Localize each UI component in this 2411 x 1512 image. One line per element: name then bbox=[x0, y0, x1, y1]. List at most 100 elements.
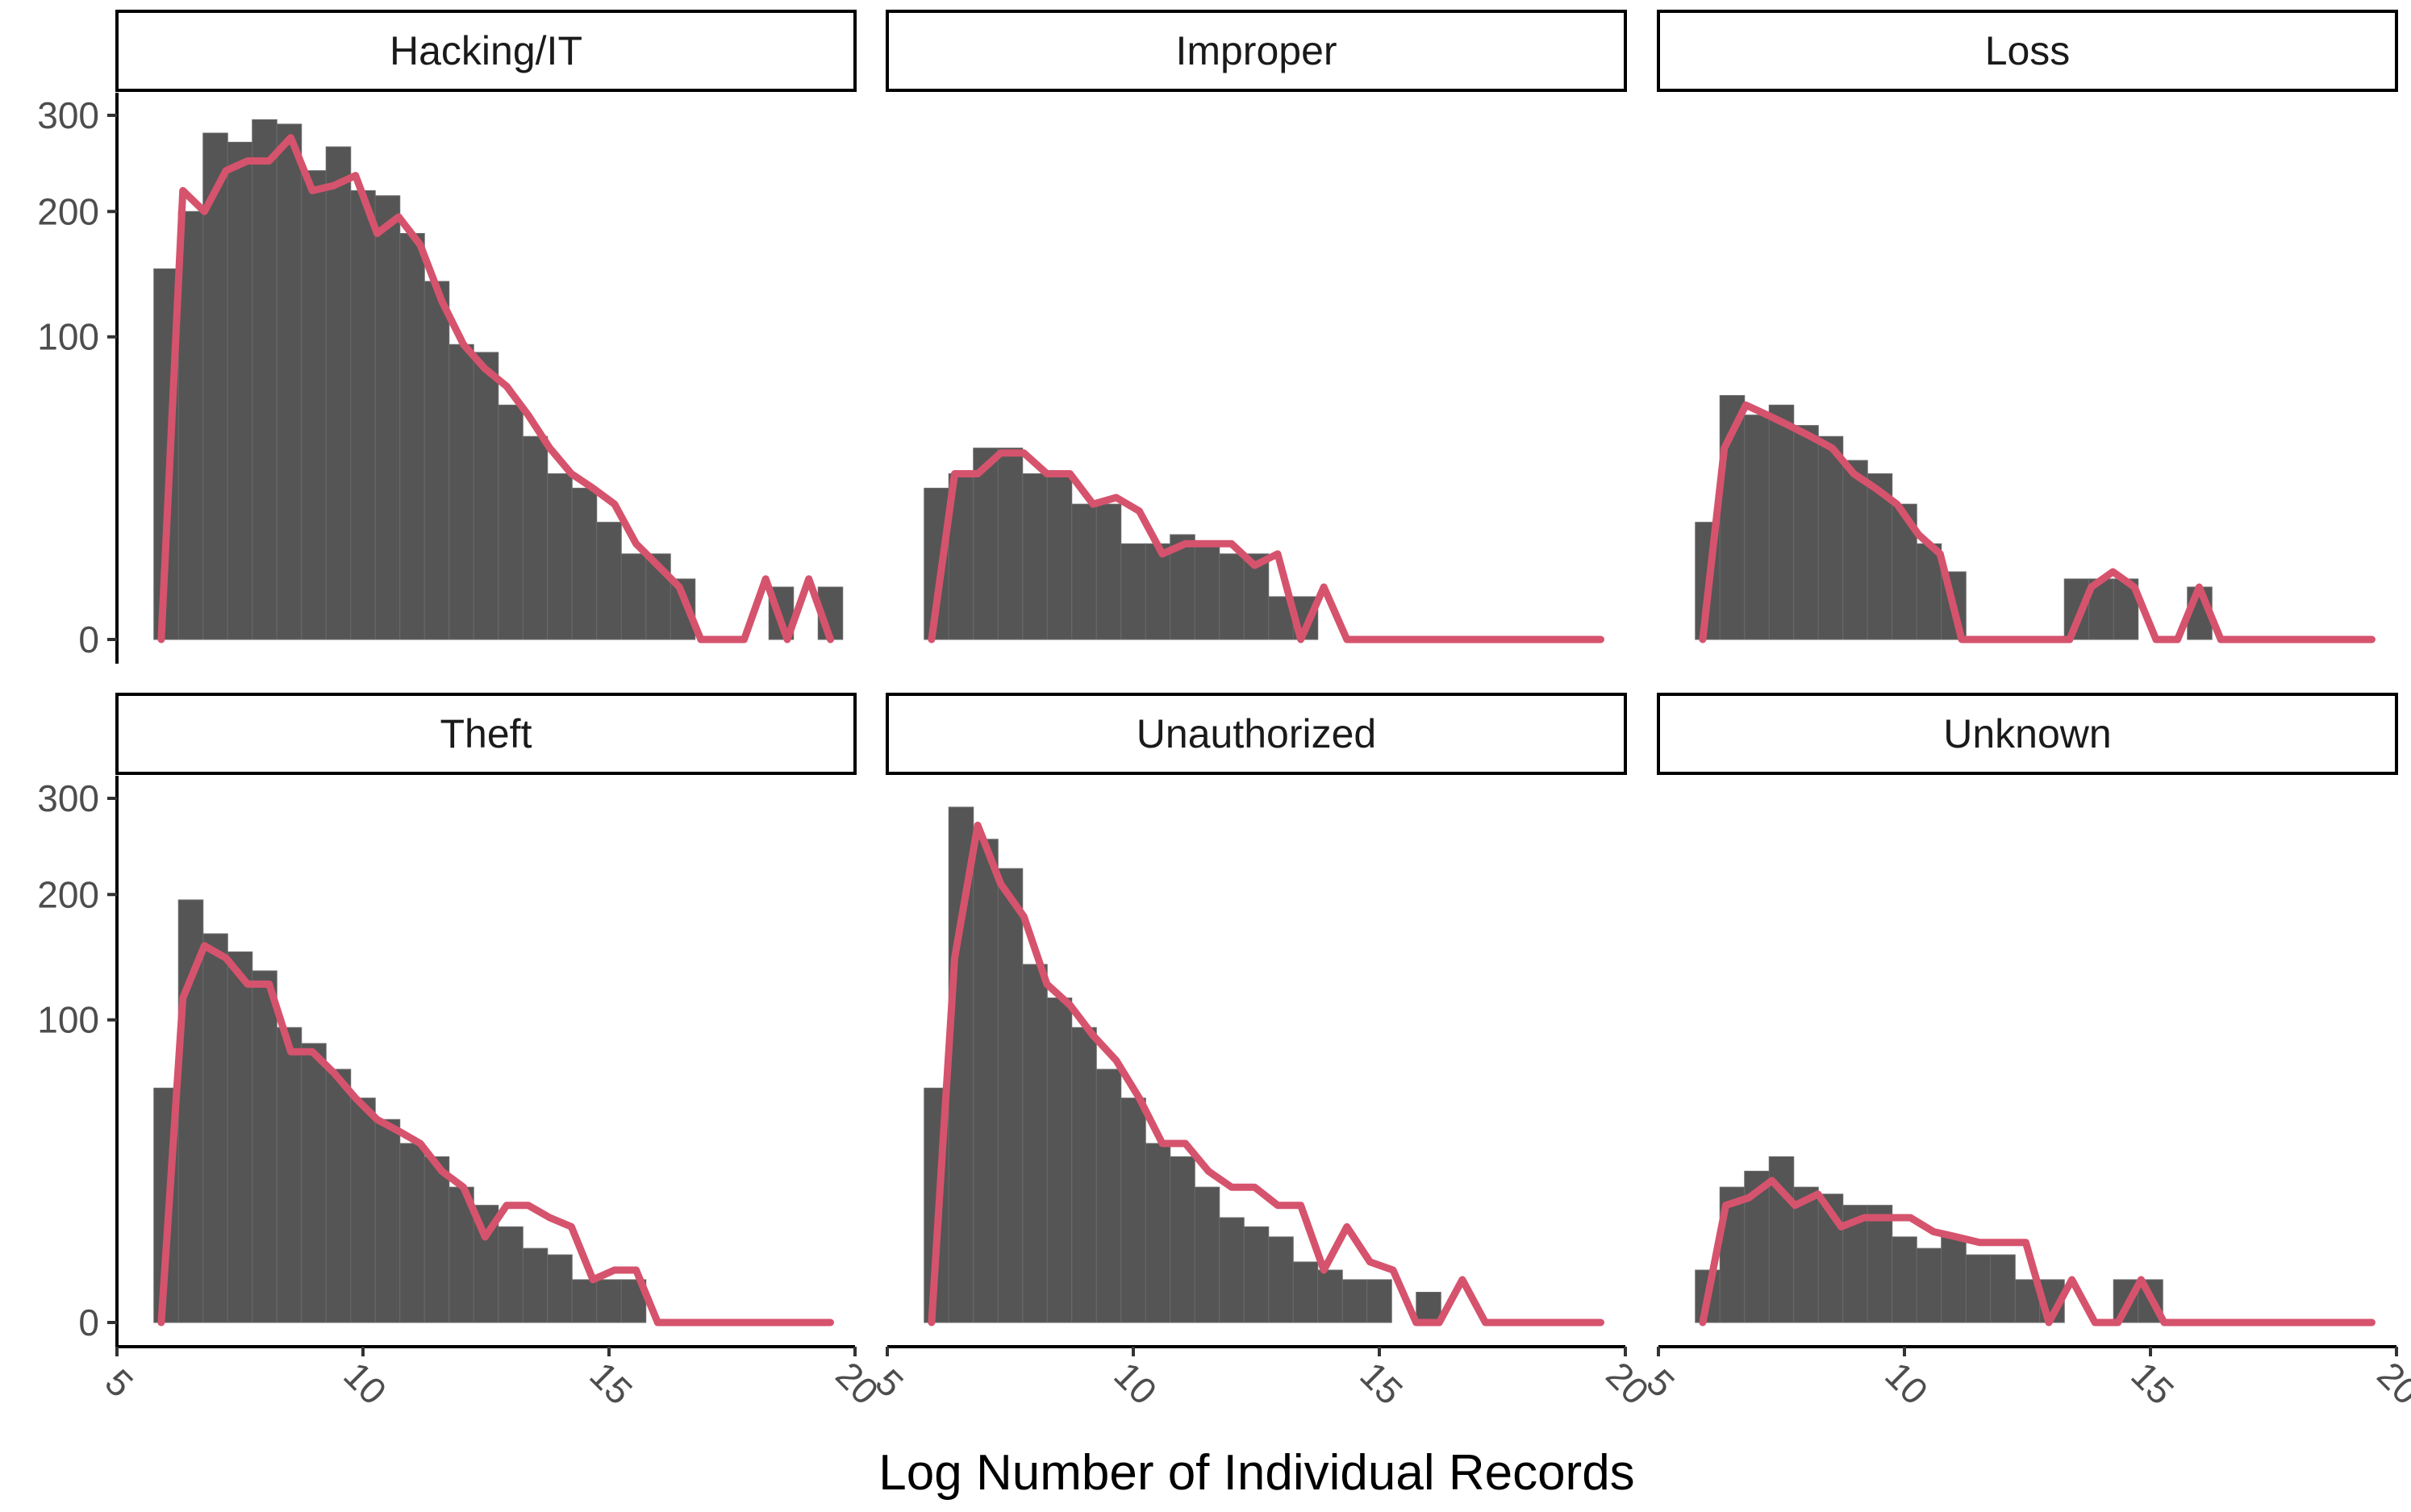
frequency-line bbox=[1699, 401, 2376, 644]
facet-strip bbox=[886, 10, 1627, 92]
histogram-bar bbox=[1793, 425, 1819, 640]
histogram-bar bbox=[498, 404, 523, 640]
facet-strip bbox=[1657, 10, 2398, 92]
histogram-bar bbox=[1022, 473, 1048, 640]
histogram-bar bbox=[620, 553, 647, 640]
histogram-bars bbox=[924, 448, 1319, 640]
frequency-line bbox=[928, 821, 1604, 1327]
histogram-bar bbox=[547, 1254, 573, 1323]
histogram-bar bbox=[973, 448, 999, 640]
histogram-bar bbox=[325, 146, 352, 640]
facet-panels: Hacking/IT Improper Loss Theft Unauthorized U… bbox=[115, 10, 2398, 1327]
histogram-bar bbox=[1046, 473, 1073, 640]
histogram-bar bbox=[1744, 414, 1770, 640]
y-tick-label: 200 bbox=[37, 873, 99, 915]
histogram-bar bbox=[448, 344, 474, 640]
histogram-bar bbox=[1219, 553, 1245, 640]
x-tick-label: 10 bbox=[336, 1354, 394, 1413]
y-tick-label: 0 bbox=[78, 1302, 99, 1343]
facet-panel-improper: Improper bbox=[886, 10, 1627, 644]
histogram-bar bbox=[1892, 1236, 1917, 1323]
histogram-bar bbox=[1243, 1226, 1270, 1323]
histogram-bar bbox=[276, 1027, 302, 1323]
histogram-bar bbox=[1095, 503, 1122, 640]
histogram-bar bbox=[1194, 1186, 1220, 1323]
histogram-bar bbox=[399, 1143, 425, 1323]
histogram-bar bbox=[1194, 543, 1220, 640]
histogram-bar bbox=[1120, 1098, 1146, 1323]
y-tick-label: 200 bbox=[37, 190, 99, 232]
histogram-bar bbox=[227, 951, 253, 1323]
histogram-bar bbox=[252, 119, 277, 640]
histogram-bar bbox=[498, 1226, 523, 1323]
x-tick-label: 15 bbox=[1352, 1354, 1411, 1413]
histogram-bar bbox=[1219, 1217, 1245, 1323]
facet-strip-label: Hacking/IT bbox=[390, 28, 582, 73]
x-tick-label: 5 bbox=[97, 1361, 141, 1406]
histogram-bar bbox=[1916, 1248, 1942, 1323]
histogram-bar bbox=[1842, 460, 1868, 640]
facet-panel-unauthorized: Unauthorized bbox=[886, 693, 1627, 1327]
histogram-bar bbox=[301, 170, 327, 640]
histogram-bar bbox=[374, 1118, 401, 1323]
frequency-line bbox=[1699, 1177, 2376, 1327]
y-tick-label: 300 bbox=[37, 94, 99, 136]
frequency-line bbox=[157, 134, 834, 644]
x-tick-label: 10 bbox=[1106, 1354, 1165, 1413]
facet-panel-loss: Loss bbox=[1657, 10, 2398, 644]
facet-panel-unknown: Unknown bbox=[1657, 693, 2398, 1327]
histogram-bar bbox=[571, 1279, 598, 1323]
facet-strip-label: Unauthorized bbox=[1137, 711, 1376, 756]
histogram-bar bbox=[350, 1098, 376, 1323]
x-tick-label: 10 bbox=[1877, 1354, 1936, 1413]
histogram-bar bbox=[1170, 1156, 1195, 1323]
facet-strip-label: Loss bbox=[1985, 28, 2071, 73]
histogram-bar bbox=[1941, 1236, 1967, 1323]
histogram-bar bbox=[1793, 1186, 1819, 1323]
histogram-bar bbox=[177, 210, 204, 640]
histogram-bar bbox=[1022, 964, 1048, 1323]
histogram-bar bbox=[374, 195, 401, 640]
histogram-bar bbox=[1817, 435, 1844, 640]
x-tick-label: 5 bbox=[1638, 1361, 1683, 1406]
histogram-bar bbox=[473, 352, 499, 640]
histogram-bar bbox=[1292, 1261, 1319, 1323]
y-tick-label: 0 bbox=[78, 619, 99, 660]
histogram-bar bbox=[1095, 1068, 1122, 1323]
histogram-bar bbox=[1145, 543, 1171, 640]
histogram-bar bbox=[423, 281, 450, 640]
facet-strip bbox=[886, 693, 1627, 775]
facet-strip bbox=[1657, 693, 2398, 775]
facet-panel-hacking-it: Hacking/IT bbox=[115, 10, 857, 644]
facet-strip bbox=[115, 10, 857, 92]
histogram-bar bbox=[596, 522, 622, 640]
x-tick-label: 15 bbox=[582, 1354, 640, 1413]
histogram-bar bbox=[997, 868, 1024, 1323]
histogram-bar bbox=[571, 487, 598, 640]
histogram-bar bbox=[1120, 543, 1146, 640]
histogram-bar bbox=[1366, 1279, 1392, 1323]
histogram-bars bbox=[153, 119, 844, 640]
histogram-bar bbox=[1317, 1269, 1343, 1323]
histogram-bar bbox=[227, 141, 253, 640]
histogram-bar bbox=[1071, 1027, 1097, 1323]
histogram-bar bbox=[1268, 1236, 1294, 1323]
histogram-bar bbox=[301, 1043, 327, 1323]
histogram-bar bbox=[973, 839, 999, 1323]
x-tick-label: 15 bbox=[2123, 1354, 2182, 1413]
histogram-bars bbox=[1695, 394, 2213, 640]
x-axis-title: Log Number of Individual Records bbox=[878, 1445, 1634, 1501]
histogram-bar bbox=[1071, 503, 1097, 640]
histogram-bar bbox=[350, 190, 376, 640]
histogram-bar bbox=[423, 1156, 450, 1323]
histogram-bar bbox=[596, 1279, 622, 1323]
histogram-bar bbox=[1916, 543, 1942, 640]
histogram-bar bbox=[1965, 1254, 1992, 1323]
histogram-bar bbox=[252, 970, 277, 1323]
histogram-bar bbox=[1416, 1291, 1441, 1323]
x-tick-label: 5 bbox=[867, 1361, 911, 1406]
histogram-bar bbox=[547, 473, 573, 640]
histogram-bar bbox=[202, 933, 228, 1323]
histogram-bar bbox=[1145, 1143, 1171, 1323]
